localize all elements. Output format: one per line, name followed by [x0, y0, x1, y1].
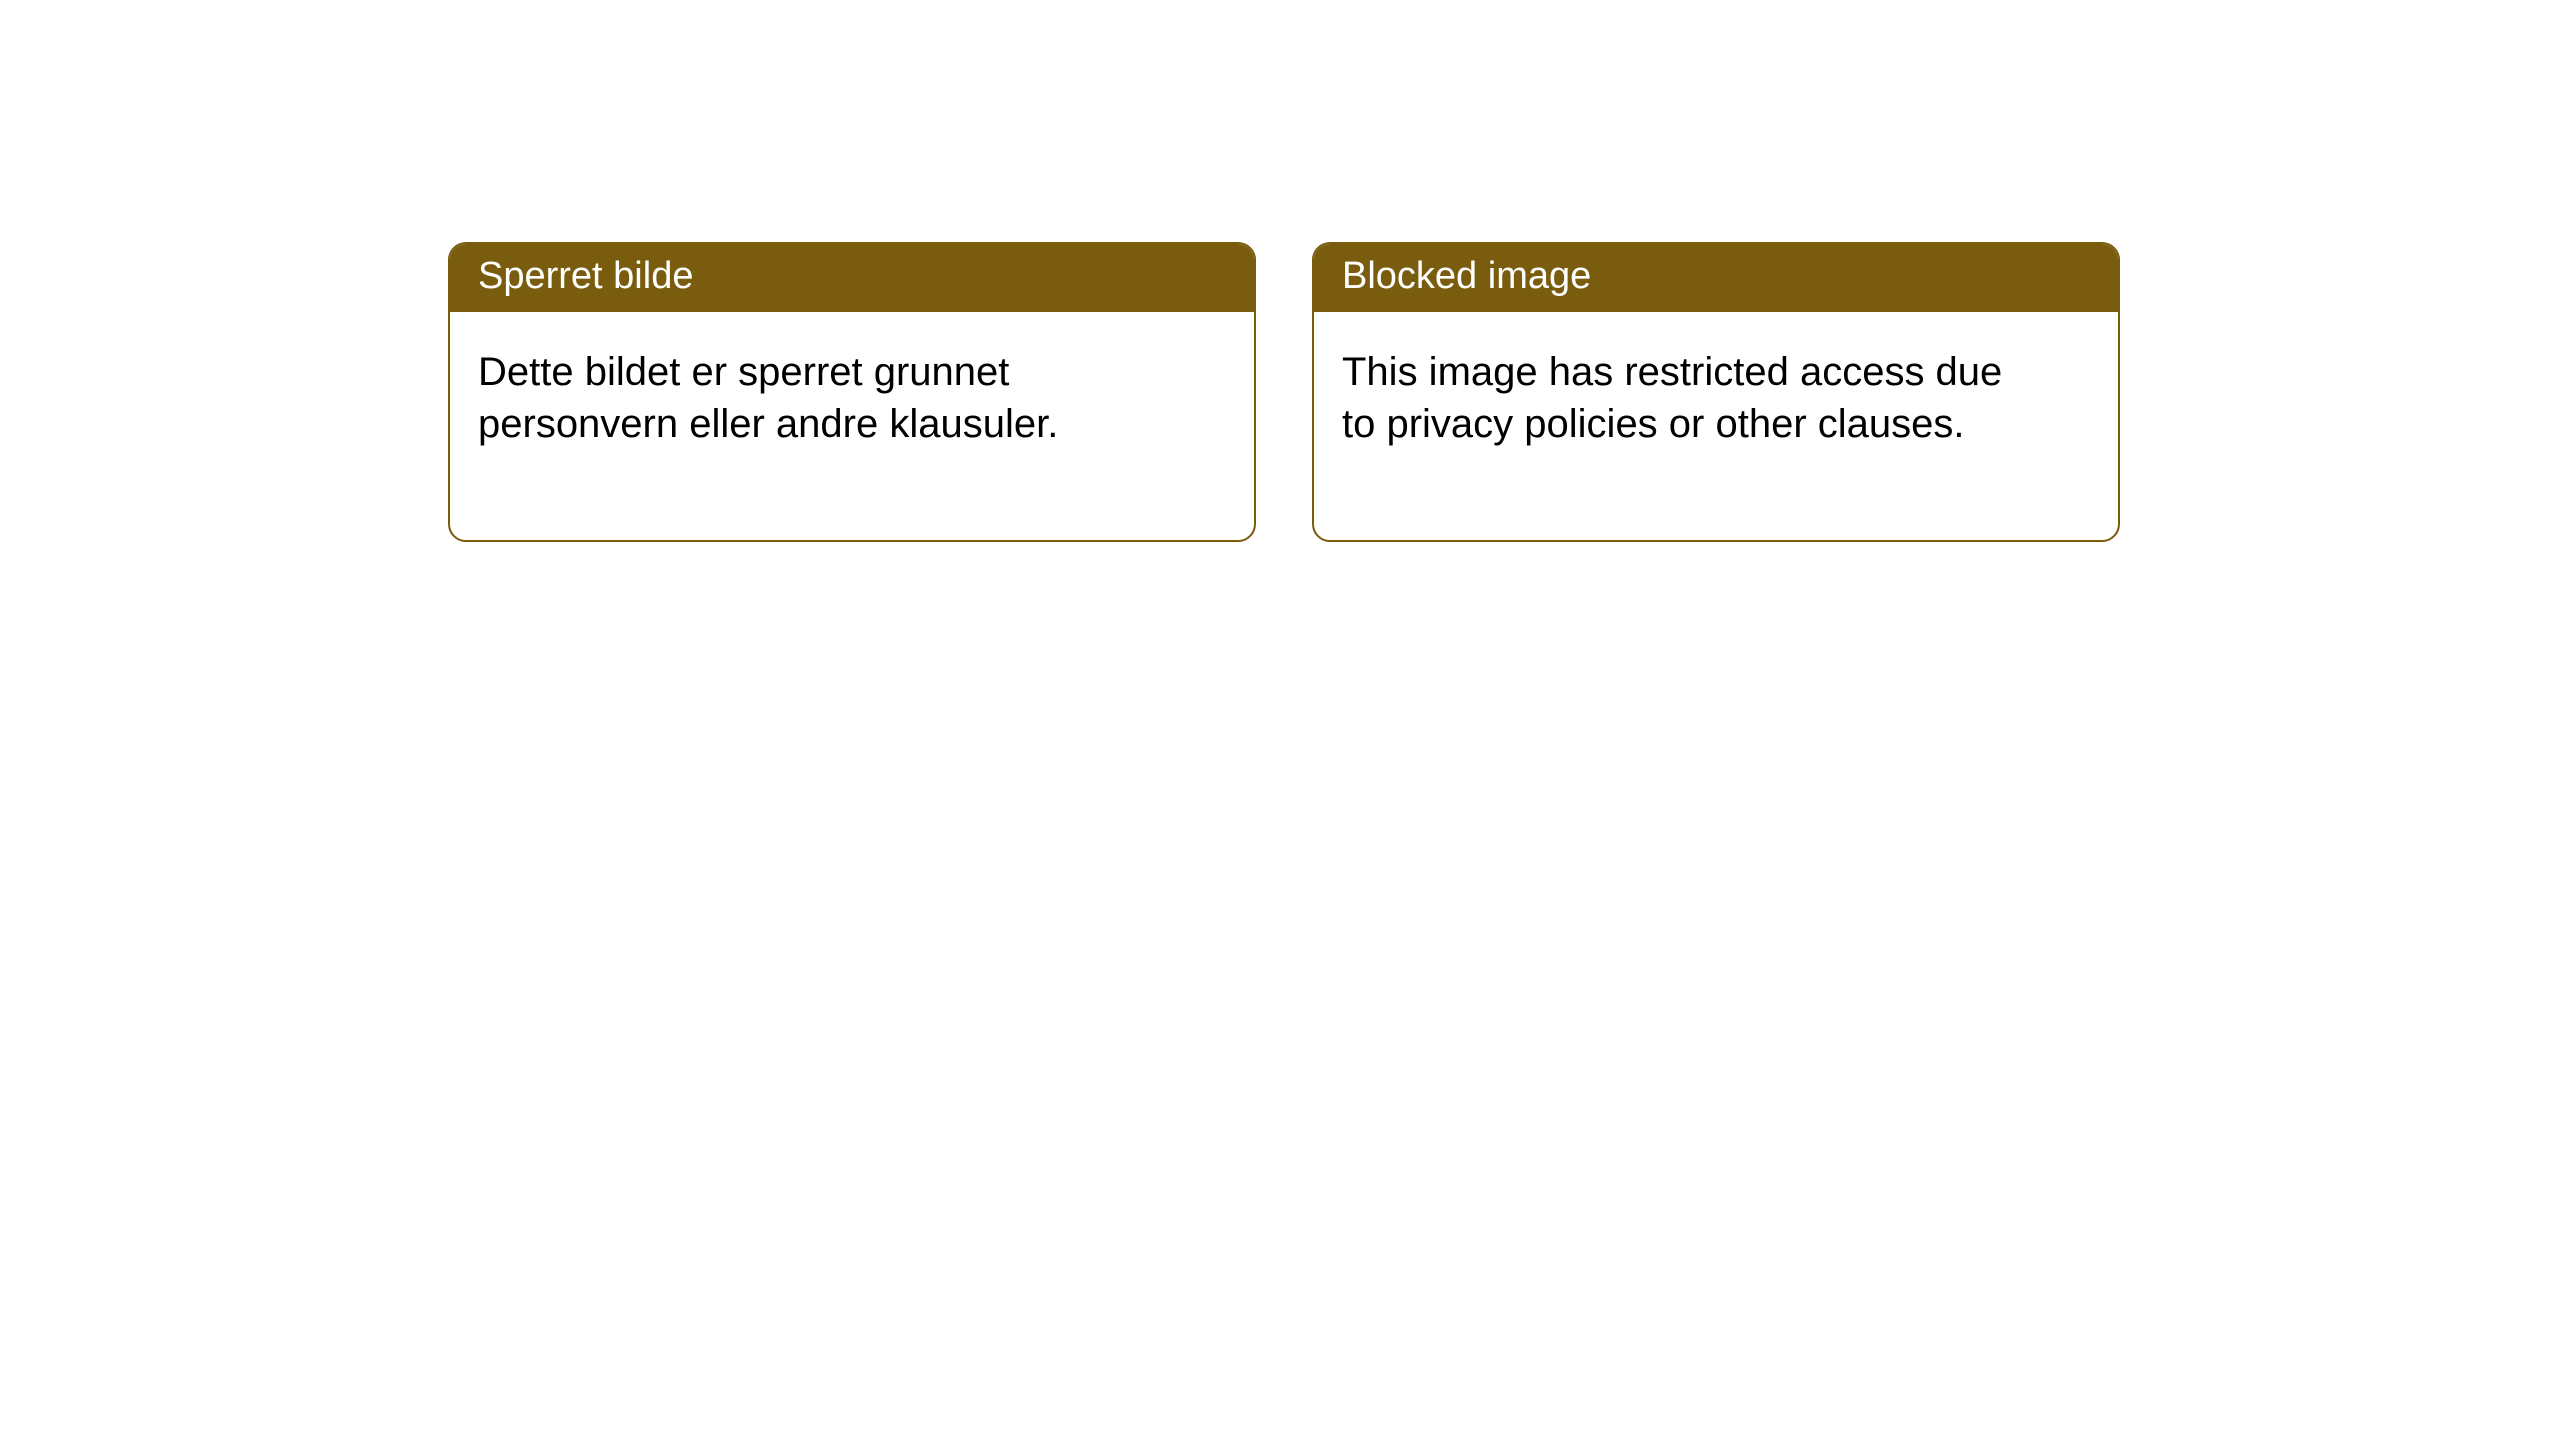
notice-body-norwegian: Dette bildet er sperret grunnet personve…	[450, 312, 1170, 540]
notice-card-norwegian: Sperret bilde Dette bildet er sperret gr…	[448, 242, 1256, 542]
notice-title-norwegian: Sperret bilde	[450, 244, 1254, 312]
notice-container: Sperret bilde Dette bildet er sperret gr…	[0, 0, 2560, 542]
notice-card-english: Blocked image This image has restricted …	[1312, 242, 2120, 542]
notice-body-english: This image has restricted access due to …	[1314, 312, 2034, 540]
notice-title-english: Blocked image	[1314, 244, 2118, 312]
